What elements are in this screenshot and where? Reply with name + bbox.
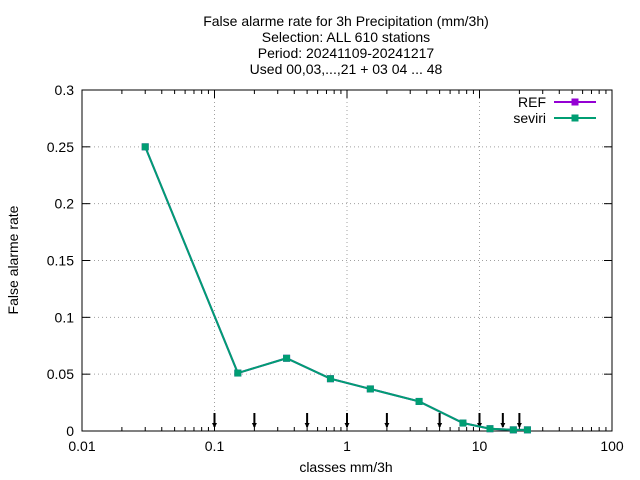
y-tick-label: 0 [66, 423, 74, 439]
y-axis-label: False alarme rate [5, 205, 21, 314]
tick-labels: 0 0.05 0.1 0.15 0.2 0.25 0.3 0.01 0.1 1 10 100 [47, 82, 624, 454]
data-point-seviri [486, 425, 494, 433]
data-point-seviri [326, 375, 334, 383]
threshold-marker-head [477, 423, 482, 428]
threshold-marker-head [251, 423, 257, 428]
data-point-seviri [283, 354, 291, 362]
y-tick-label: 0.25 [47, 139, 74, 155]
chart-title: False alarme rate for 3h Precipitation (… [203, 13, 489, 77]
data-point-seviri [459, 419, 467, 427]
x-tick-label: 1 [343, 438, 351, 454]
legend-marker [571, 98, 579, 106]
grid [82, 90, 612, 431]
legend-label: REF [518, 94, 546, 110]
x-tick-label: 10 [472, 438, 488, 454]
data-point-seviri [141, 143, 149, 151]
title-line: Selection: ALL 610 stations [262, 29, 430, 45]
y-tick-label: 0.1 [55, 309, 75, 325]
series-line-seviri [144, 146, 528, 431]
threshold-marker-head [304, 423, 310, 428]
y-tick-label: 0.15 [47, 253, 74, 269]
threshold-marker-head [500, 423, 506, 428]
y-tick-label: 0.3 [55, 82, 75, 98]
title-line: Used 00,03,...,21 + 03 04 ... 48 [250, 61, 443, 77]
legend-label: seviri [513, 110, 546, 126]
threshold-marker-head [437, 423, 443, 428]
y-tick-label: 0.05 [47, 366, 74, 382]
threshold-marker-head [516, 423, 522, 428]
data-point-seviri [509, 426, 517, 434]
threshold-marker-head [384, 423, 390, 428]
data-point-seviri [523, 426, 531, 434]
title-line: False alarme rate for 3h Precipitation (… [203, 13, 489, 29]
series [141, 143, 531, 434]
legend-marker [571, 114, 579, 122]
x-tick-label: 0.1 [205, 438, 225, 454]
data-point-seviri [415, 397, 423, 405]
x-tick-label: 100 [600, 438, 624, 454]
axes [81, 89, 613, 432]
x-tick-label: 0.01 [68, 438, 95, 454]
threshold-marker-head [344, 423, 350, 428]
threshold-markers [212, 413, 522, 428]
threshold-marker-head [212, 423, 217, 428]
data-point-seviri [366, 385, 374, 393]
y-tick-label: 0.2 [55, 196, 75, 212]
title-line: Period: 20241109-20241217 [258, 45, 435, 61]
x-axis-label: classes mm/3h [299, 459, 392, 475]
data-point-seviri [234, 369, 242, 377]
